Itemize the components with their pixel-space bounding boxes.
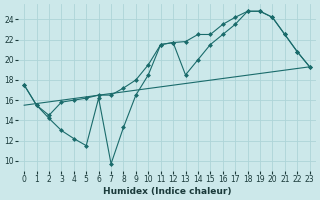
X-axis label: Humidex (Indice chaleur): Humidex (Indice chaleur) xyxy=(103,187,231,196)
